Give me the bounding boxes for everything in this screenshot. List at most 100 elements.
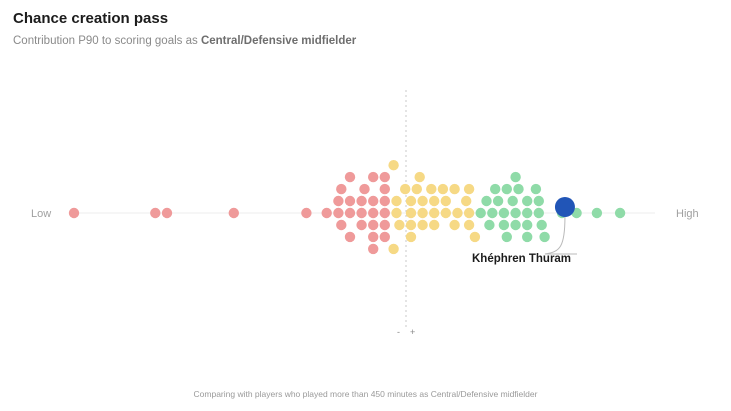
highlight-point[interactable]: [554, 197, 575, 217]
data-point[interactable]: [426, 183, 437, 195]
data-point[interactable]: [388, 160, 399, 171]
data-point[interactable]: [344, 195, 356, 207]
footer-note: Comparing with players who played more t…: [193, 389, 538, 399]
data-point[interactable]: [368, 231, 379, 243]
subtitle-role: Central/Defensive midfielder: [200, 35, 357, 47]
data-point[interactable]: [429, 195, 440, 207]
data-point[interactable]: [394, 219, 405, 231]
data-point[interactable]: [449, 183, 460, 195]
data-point[interactable]: [336, 219, 347, 231]
data-point[interactable]: [498, 207, 510, 219]
axis-label-low: Low: [31, 208, 51, 220]
data-point[interactable]: [368, 219, 379, 231]
data-point[interactable]: [490, 183, 501, 195]
data-point[interactable]: [487, 207, 498, 219]
data-point[interactable]: [475, 207, 486, 219]
center-plus-label: +: [410, 327, 415, 337]
data-point[interactable]: [379, 219, 390, 231]
data-point[interactable]: [411, 183, 422, 195]
data-point[interactable]: [481, 195, 492, 207]
data-point[interactable]: [492, 195, 504, 207]
data-point[interactable]: [452, 207, 463, 219]
data-point[interactable]: [336, 183, 347, 195]
data-point[interactable]: [498, 219, 510, 231]
data-point[interactable]: [539, 231, 550, 243]
data-point[interactable]: [405, 207, 417, 219]
data-point[interactable]: [440, 207, 451, 219]
data-point[interactable]: [522, 207, 533, 219]
data-point[interactable]: [356, 207, 367, 219]
data-point[interactable]: [513, 183, 524, 195]
data-point[interactable]: [333, 207, 344, 219]
data-point[interactable]: [449, 219, 460, 231]
data-point[interactable]: [530, 183, 542, 195]
data-point[interactable]: [429, 219, 440, 231]
data-point[interactable]: [463, 219, 475, 231]
data-point[interactable]: [461, 195, 472, 207]
data-point[interactable]: [333, 195, 344, 207]
data-point[interactable]: [379, 231, 390, 243]
data-point[interactable]: [417, 219, 428, 231]
data-point[interactable]: [536, 219, 547, 231]
chart-title: Chance creation pass: [13, 10, 169, 27]
data-point[interactable]: [400, 183, 411, 195]
data-point[interactable]: [379, 207, 390, 219]
subtitle-prefix: Contribution P90 to scoring goals as: [13, 35, 201, 47]
data-point[interactable]: [522, 195, 533, 207]
data-point[interactable]: [321, 207, 332, 219]
data-point[interactable]: [405, 219, 417, 231]
highlight-label: Khéphren Thuram: [472, 253, 571, 265]
data-point[interactable]: [417, 207, 428, 219]
data-point[interactable]: [437, 183, 449, 195]
data-point[interactable]: [359, 183, 370, 195]
chart-subtitle: Contribution P90 to scoring goals as Cen…: [13, 35, 356, 47]
data-point[interactable]: [440, 195, 451, 207]
data-point[interactable]: [368, 243, 379, 255]
data-point[interactable]: [161, 207, 173, 219]
data-point[interactable]: [501, 231, 512, 243]
data-point[interactable]: [510, 171, 521, 183]
data-point[interactable]: [379, 183, 390, 195]
data-point[interactable]: [344, 171, 356, 183]
data-point[interactable]: [522, 219, 533, 231]
data-point[interactable]: [228, 207, 239, 219]
data-point[interactable]: [510, 207, 521, 219]
center-minus-label: -: [397, 327, 400, 337]
data-point[interactable]: [368, 171, 379, 183]
data-point[interactable]: [405, 231, 417, 243]
data-point[interactable]: [391, 195, 402, 207]
data-point[interactable]: [301, 207, 312, 219]
data-point[interactable]: [533, 195, 544, 207]
data-point[interactable]: [379, 195, 390, 207]
data-point[interactable]: [356, 195, 367, 207]
data-points: [68, 160, 626, 255]
data-point[interactable]: [344, 207, 356, 219]
data-point[interactable]: [501, 183, 512, 195]
data-point[interactable]: [344, 231, 356, 243]
data-point[interactable]: [379, 171, 390, 183]
data-point[interactable]: [388, 243, 399, 255]
data-point[interactable]: [463, 183, 475, 195]
data-point[interactable]: [368, 207, 379, 219]
data-point[interactable]: [429, 207, 440, 219]
data-point[interactable]: [405, 195, 417, 207]
data-point[interactable]: [591, 207, 603, 219]
data-point[interactable]: [510, 219, 521, 231]
data-point[interactable]: [414, 171, 425, 183]
data-point[interactable]: [507, 195, 518, 207]
data-point[interactable]: [391, 207, 402, 219]
data-point[interactable]: [68, 207, 80, 219]
data-point[interactable]: [484, 219, 495, 231]
data-point[interactable]: [356, 219, 367, 231]
data-point[interactable]: [469, 231, 481, 243]
data-point[interactable]: [533, 207, 544, 219]
highlight-leader-line: [544, 216, 577, 255]
data-point[interactable]: [417, 195, 428, 207]
data-point[interactable]: [522, 231, 533, 243]
data-point[interactable]: [368, 195, 379, 207]
data-point[interactable]: [463, 207, 475, 219]
data-point[interactable]: [614, 207, 626, 219]
data-point[interactable]: [150, 207, 161, 219]
axis-label-high: High: [676, 208, 699, 220]
